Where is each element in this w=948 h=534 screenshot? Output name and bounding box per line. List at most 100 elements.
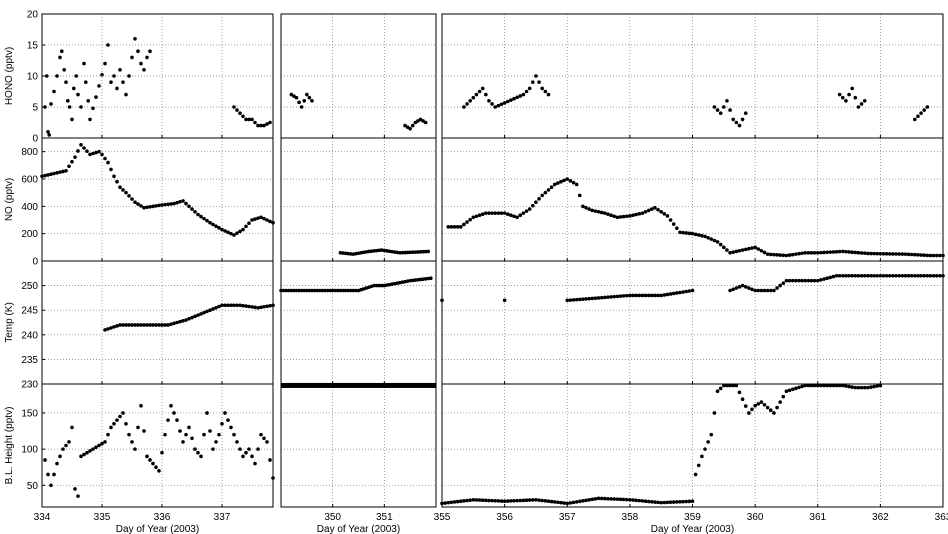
data-point — [70, 117, 74, 122]
data-point — [46, 472, 50, 477]
data-point — [562, 501, 566, 505]
data-point — [656, 207, 660, 212]
data-point — [649, 293, 654, 298]
data-point — [175, 320, 179, 325]
data-point — [323, 288, 327, 293]
data-point — [759, 400, 764, 404]
data-point — [743, 404, 748, 408]
data-point — [418, 250, 423, 254]
data-point — [684, 289, 689, 294]
data-point — [82, 146, 86, 150]
data-point — [546, 499, 551, 504]
data-point — [734, 249, 739, 254]
panel-frame — [41, 260, 274, 385]
data-point — [850, 273, 854, 278]
data-point — [151, 461, 155, 466]
data-point — [681, 230, 685, 235]
data-point — [238, 111, 242, 115]
data-point — [256, 216, 260, 220]
data-point — [659, 210, 663, 214]
data-point — [462, 105, 466, 109]
data-point — [241, 454, 245, 459]
data-point — [884, 273, 889, 278]
data-point — [728, 383, 732, 388]
data-point — [256, 305, 260, 310]
data-point — [587, 498, 591, 502]
data-point — [512, 96, 516, 101]
data-point — [568, 179, 573, 183]
data-point — [728, 108, 732, 112]
data-point — [142, 205, 146, 210]
data-point — [916, 253, 920, 257]
data-point — [847, 273, 851, 278]
data-point — [462, 222, 466, 227]
data-point — [487, 211, 491, 215]
data-point — [668, 500, 673, 505]
data-point — [565, 298, 570, 303]
data-point — [750, 287, 754, 292]
data-point — [909, 252, 914, 257]
data-point — [891, 273, 895, 278]
data-point — [410, 250, 415, 255]
x-tick-label: 362 — [872, 512, 889, 523]
data-point — [577, 297, 582, 302]
x-axis-label: Day of Year (2003) — [116, 524, 199, 534]
data-point — [675, 226, 679, 230]
data-point — [284, 288, 288, 293]
data-point — [446, 225, 451, 229]
data-point — [737, 123, 742, 128]
data-point — [900, 252, 905, 256]
data-point — [315, 288, 319, 293]
data-point — [178, 199, 182, 204]
data-point — [787, 253, 792, 257]
data-point — [238, 447, 242, 451]
data-point — [484, 498, 488, 503]
data-point — [100, 152, 104, 157]
data-point — [262, 123, 266, 128]
data-point — [490, 498, 494, 503]
data-point — [226, 418, 230, 422]
data-point — [603, 496, 607, 501]
data-point — [844, 384, 848, 388]
data-point — [74, 74, 78, 78]
data-point — [737, 390, 742, 395]
data-point — [678, 290, 682, 295]
x-tick-label: 336 — [154, 512, 171, 523]
data-point — [866, 251, 870, 256]
data-point — [64, 169, 68, 173]
data-point — [768, 288, 773, 293]
data-point — [121, 80, 125, 84]
data-point — [49, 102, 53, 106]
data-point — [297, 288, 301, 293]
data-point — [703, 234, 707, 239]
data-point — [88, 152, 92, 157]
data-point — [540, 86, 544, 91]
data-point — [734, 286, 739, 290]
data-point — [584, 297, 588, 301]
data-point — [800, 278, 804, 283]
data-point — [62, 68, 66, 72]
data-point — [325, 288, 330, 293]
data-point — [208, 308, 212, 313]
data-point — [797, 385, 801, 390]
data-point — [878, 383, 883, 388]
data-point — [235, 108, 239, 112]
data-point — [853, 95, 858, 100]
data-point — [85, 450, 89, 455]
y-tick-label: 250 — [21, 281, 38, 292]
data-point — [675, 291, 679, 295]
data-point — [599, 210, 604, 215]
data-point — [718, 242, 723, 247]
data-point — [659, 293, 663, 298]
data-point — [693, 232, 698, 237]
data-point — [121, 411, 125, 415]
data-point — [919, 111, 923, 115]
data-point — [649, 499, 654, 504]
data-point — [193, 210, 197, 214]
data-point — [247, 117, 251, 122]
data-point — [700, 233, 704, 238]
data-point — [220, 227, 224, 232]
data-point — [455, 225, 460, 229]
data-point — [58, 55, 62, 60]
x-tick-label: 361 — [809, 512, 826, 523]
